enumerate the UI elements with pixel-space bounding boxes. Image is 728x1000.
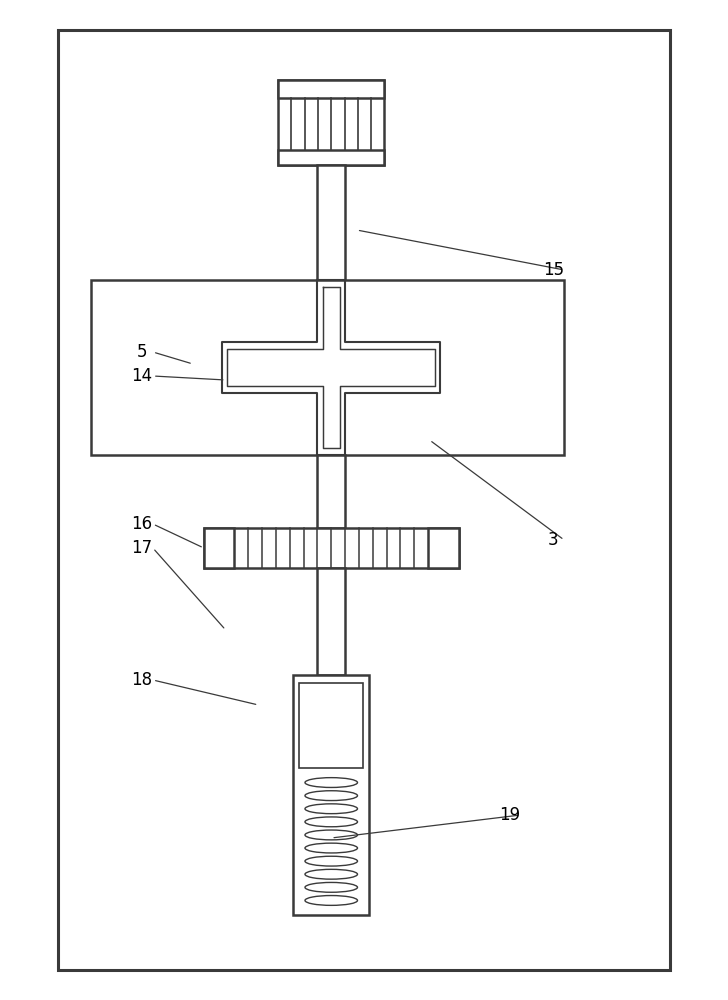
Bar (278, 150, 384, 165)
Bar (317, 165, 345, 280)
Bar (317, 568, 345, 675)
Bar (299, 683, 363, 768)
Bar (293, 675, 369, 915)
Text: 16: 16 (131, 515, 153, 533)
Bar (58, 30, 670, 970)
Bar (278, 80, 384, 98)
Bar (278, 80, 384, 165)
Bar (204, 528, 234, 568)
Bar (204, 528, 459, 568)
Text: 5: 5 (137, 343, 147, 361)
Text: 14: 14 (131, 367, 153, 385)
Bar (91, 280, 564, 455)
Text: 3: 3 (548, 531, 558, 549)
Text: 15: 15 (542, 261, 564, 279)
Text: 17: 17 (131, 539, 153, 557)
Bar (317, 455, 345, 528)
Bar (428, 528, 459, 568)
Text: 18: 18 (131, 671, 153, 689)
Text: 19: 19 (499, 806, 521, 824)
